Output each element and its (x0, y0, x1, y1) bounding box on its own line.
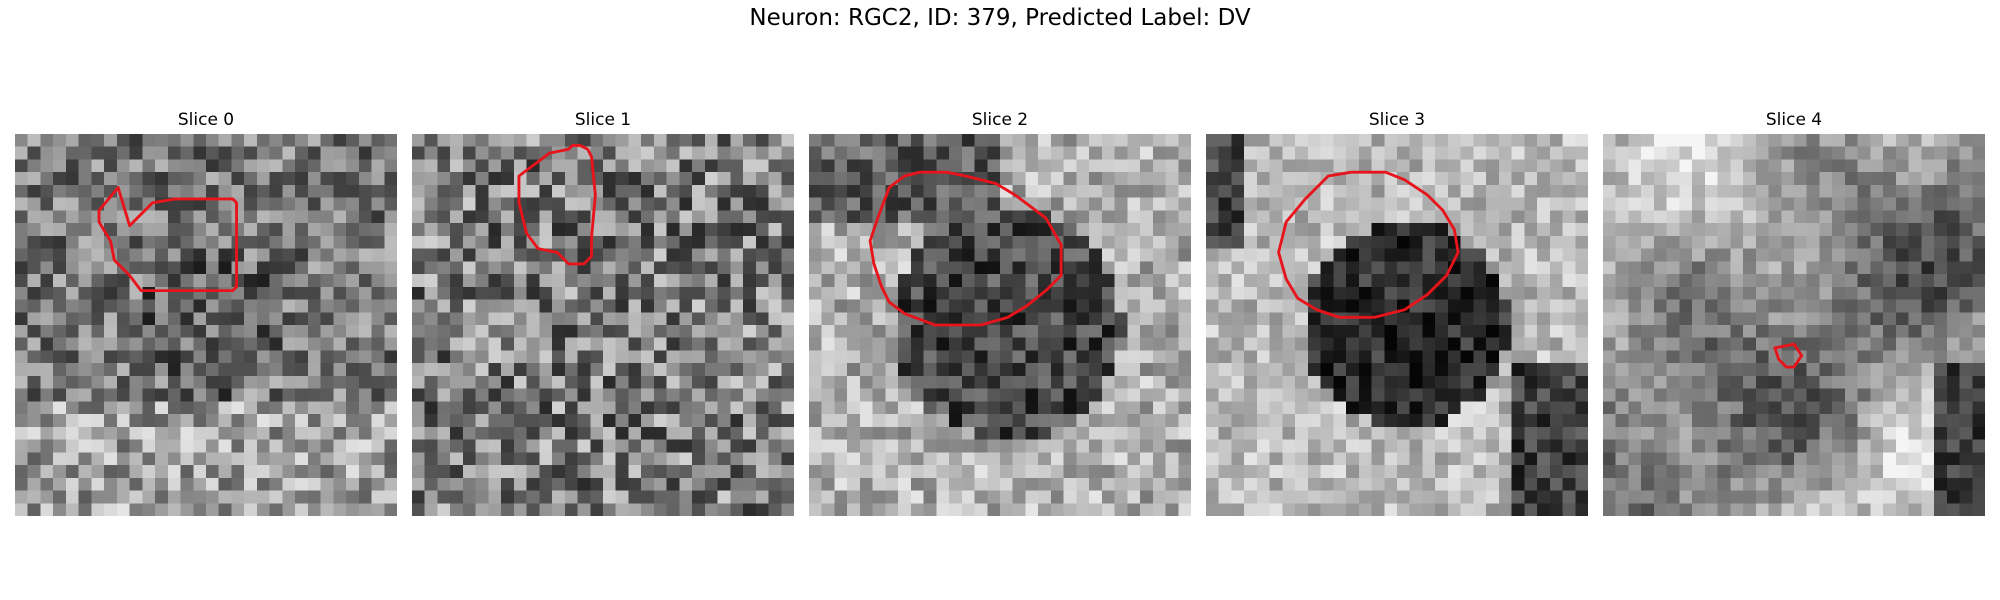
panel-slice-2: Slice 2 (809, 108, 1191, 516)
slice-image (412, 134, 794, 516)
roi-contour-overlay (517, 144, 597, 266)
panel-title: Slice 1 (574, 110, 632, 130)
roi-contour (517, 144, 597, 266)
panel-title: Slice 4 (1765, 110, 1823, 130)
roi-contour-overlay (97, 186, 238, 293)
slice-image (1603, 134, 1985, 516)
roi-contour-overlay (868, 170, 1063, 327)
roi-contour (868, 170, 1063, 327)
roi-contour (1773, 342, 1804, 369)
panel-title: Slice 2 (971, 110, 1029, 130)
slice-image (809, 134, 1191, 516)
roi-contour-overlay (1773, 342, 1804, 369)
panel-slice-4: Slice 4 (1603, 108, 1985, 516)
roi-contour (1277, 170, 1460, 319)
roi-contour-overlay (1277, 170, 1460, 319)
panel-slice-1: Slice 1 (412, 108, 794, 516)
slice-image (1206, 134, 1588, 516)
panel-title: Slice 0 (177, 110, 235, 130)
figure-suptitle: Neuron: RGC2, ID: 379, Predicted Label: … (749, 5, 1251, 31)
panel-slice-0: Slice 0 (15, 108, 397, 516)
panel-title: Slice 3 (1368, 110, 1426, 130)
panel-slice-3: Slice 3 (1206, 108, 1588, 516)
roi-contour (97, 186, 238, 293)
